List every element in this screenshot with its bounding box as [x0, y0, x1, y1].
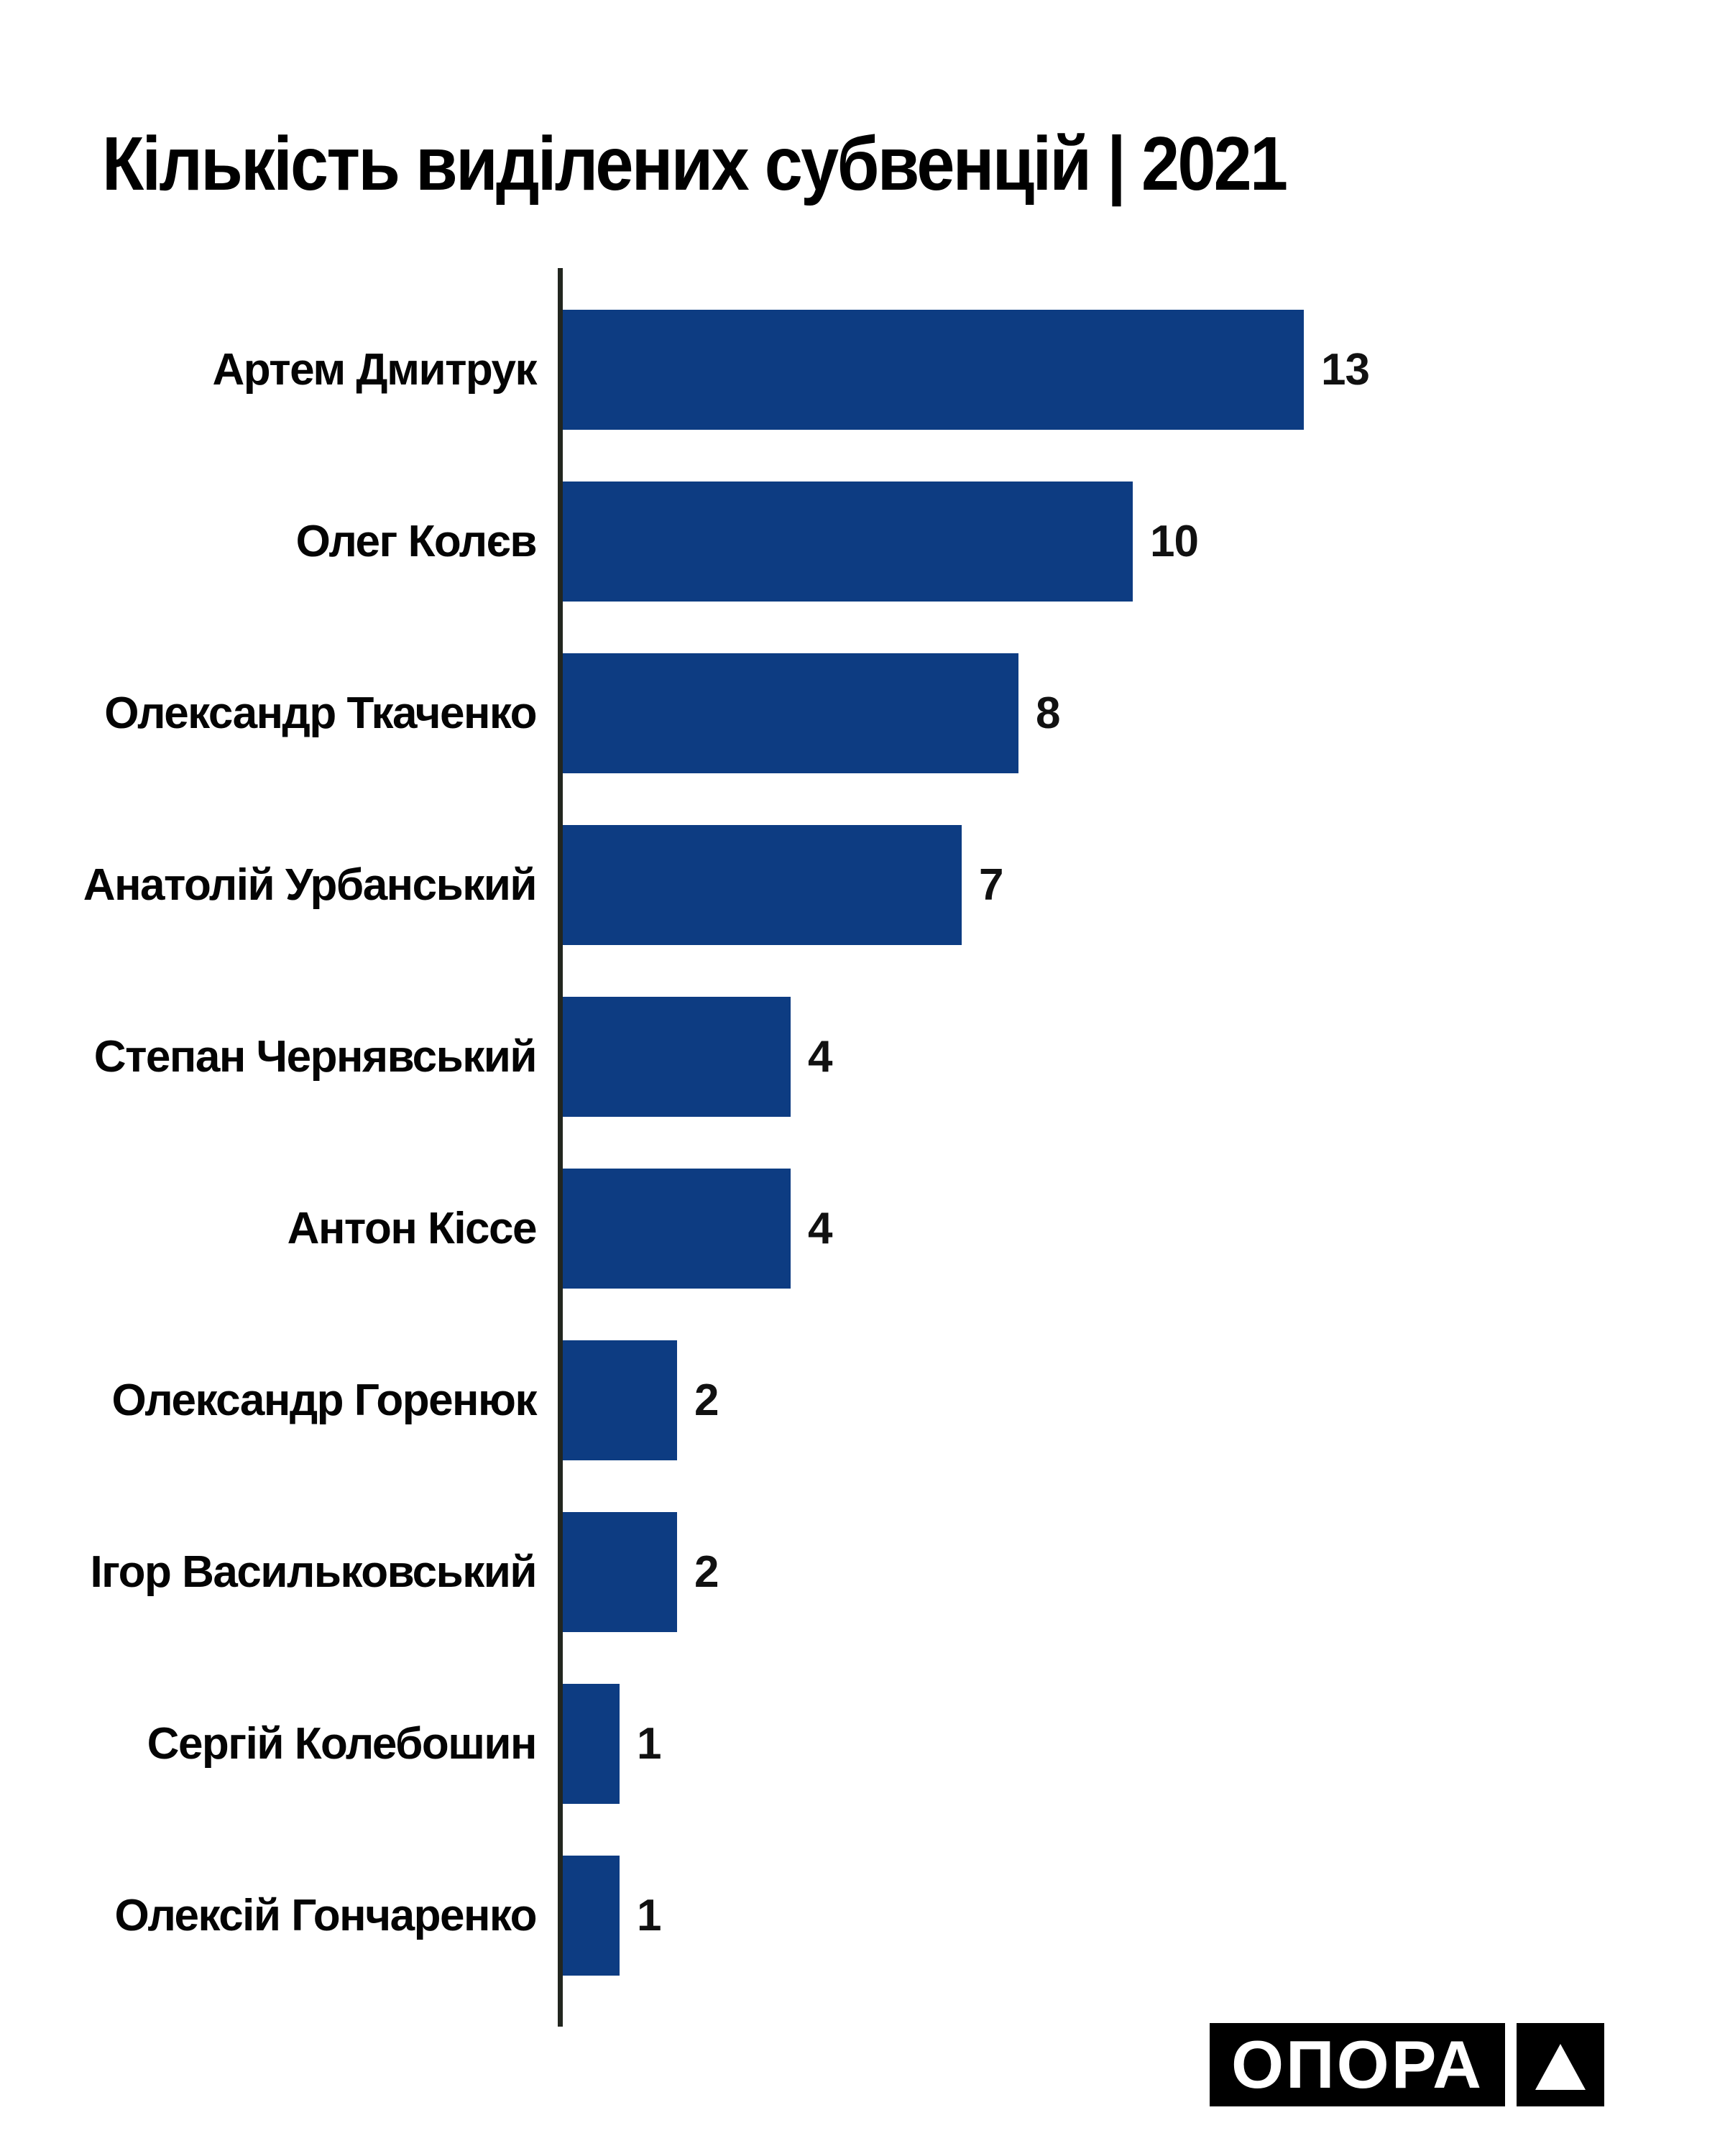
bar-label: Антон Кіссе: [287, 1204, 538, 1253]
bar-label: Олександр Горенюк: [111, 1376, 537, 1425]
bar-value: 7: [979, 860, 1003, 910]
bar: [563, 310, 1304, 430]
bar-value: 4: [808, 1032, 832, 1082]
bar-label: Ігор Васильковський: [90, 1547, 537, 1597]
bar-row: Сергій Колебошин 1: [0, 1658, 1725, 1830]
bar-label: Артем Дмитрук: [212, 345, 537, 395]
opora-logo: ОПОРА: [1210, 2023, 1604, 2106]
bar: [563, 1340, 677, 1460]
bar-row: Олексій Гончаренко 1: [0, 1830, 1725, 2001]
bar-chart: Артем Дмитрук 13 Олег Колєв 10 Олександр…: [0, 284, 1725, 2001]
bar-value: 2: [694, 1547, 719, 1597]
bar-row: Анатолій Урбанський 7: [0, 799, 1725, 971]
bar-value: 13: [1321, 345, 1370, 395]
bar-label: Олександр Ткаченко: [104, 688, 537, 738]
bar-row: Олег Колєв 10: [0, 456, 1725, 627]
bar-label: Степан Чернявський: [93, 1032, 538, 1082]
bar: [563, 653, 1018, 773]
bar-row: Олександр Ткаченко 8: [0, 627, 1725, 799]
bar-row: Антон Кіссе 4: [0, 1143, 1725, 1314]
bar-value: 1: [637, 1719, 661, 1769]
chart-title: Кількість виділених субвенцій | 2021: [102, 121, 1288, 206]
bar-row: Степан Чернявський 4: [0, 971, 1725, 1143]
bar-value: 10: [1150, 517, 1199, 566]
triangle-up-icon: [1535, 2044, 1586, 2090]
bar-value: 1: [637, 1891, 661, 1940]
bar: [563, 825, 962, 945]
bar: [563, 482, 1133, 602]
bar-value: 8: [1036, 688, 1060, 738]
bar: [563, 1684, 620, 1804]
bar-label: Сергій Колебошин: [147, 1719, 538, 1769]
bar-label: Олексій Гончаренко: [114, 1891, 538, 1940]
bar-value: 2: [694, 1376, 719, 1425]
opora-logo-triangle-box: [1517, 2023, 1604, 2106]
opora-logo-wordmark: ОПОРА: [1210, 2023, 1505, 2106]
bar-label: Олег Колєв: [295, 517, 538, 566]
bar-row: Олександр Горенюк 2: [0, 1314, 1725, 1486]
bar-row: Ігор Васильковський 2: [0, 1486, 1725, 1658]
bar-row: Артем Дмитрук 13: [0, 284, 1725, 456]
bar: [563, 1169, 791, 1289]
bar: [563, 997, 791, 1117]
y-axis-line: [558, 268, 563, 2027]
bar: [563, 1512, 677, 1632]
bar-label: Анатолій Урбанський: [83, 860, 538, 910]
bar-value: 4: [808, 1204, 832, 1253]
bar: [563, 1856, 620, 1976]
